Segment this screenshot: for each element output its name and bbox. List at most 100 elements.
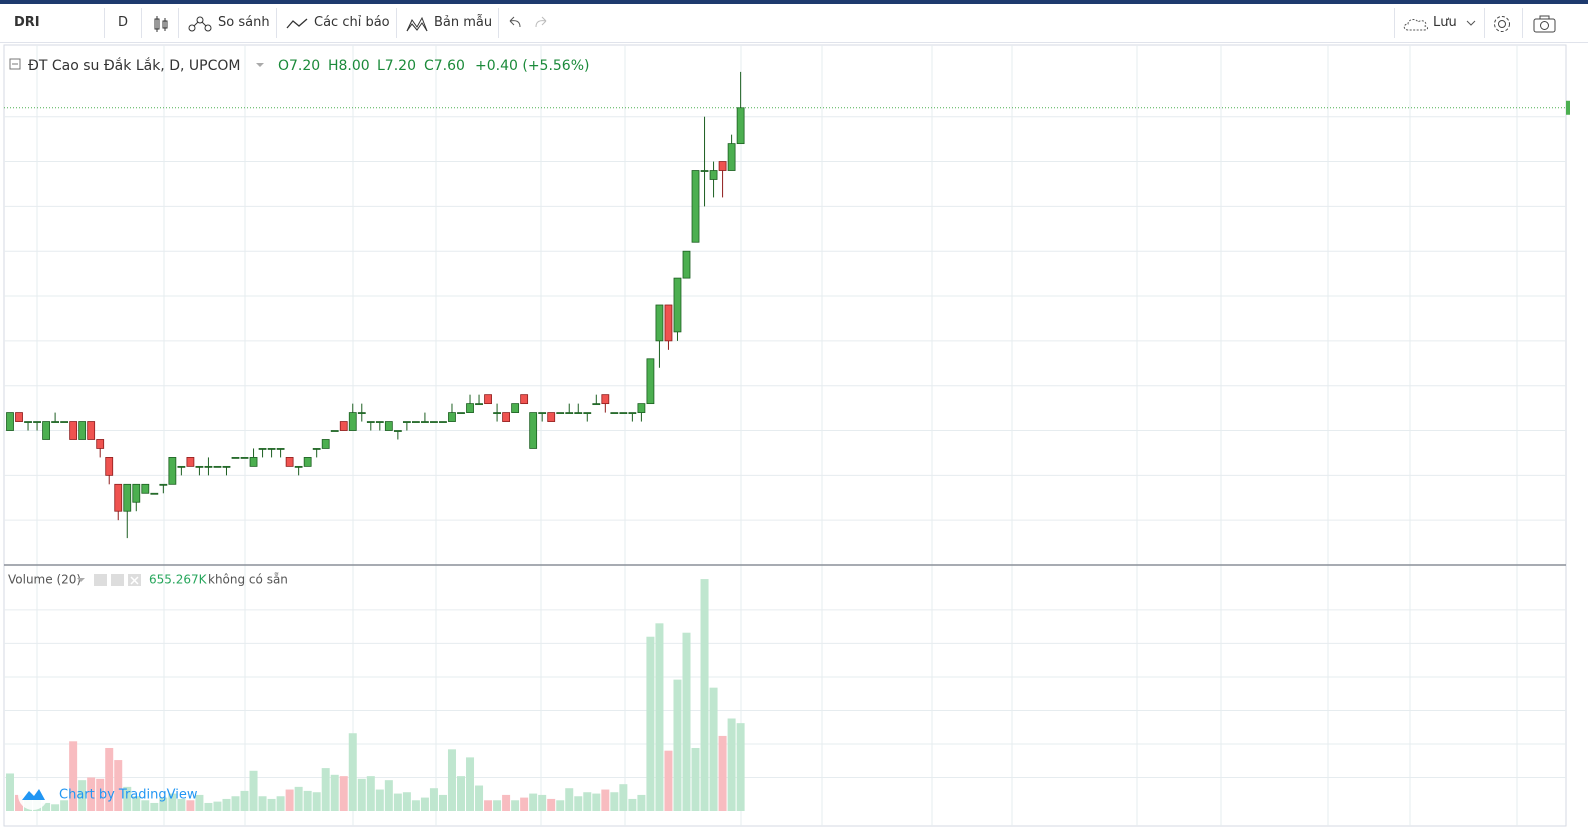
undo-redo[interactable] <box>508 16 550 30</box>
candle-body <box>673 277 682 333</box>
candle-body <box>105 457 114 476</box>
compare-button[interactable]: So sánh <box>218 15 270 30</box>
chart-style-button[interactable] <box>152 15 170 33</box>
volume-bar <box>6 773 14 811</box>
candle-body <box>132 483 141 503</box>
candle-body <box>646 358 655 405</box>
volume-bar <box>610 792 619 811</box>
save-button[interactable]: Lưu <box>1433 15 1457 30</box>
separator <box>178 8 179 38</box>
visibility-button[interactable] <box>94 574 107 586</box>
candle-body <box>565 412 574 414</box>
save-menu-arrow[interactable] <box>1466 19 1476 27</box>
volume-bar <box>366 776 375 811</box>
candle-body <box>357 412 366 414</box>
candle-body <box>547 412 556 422</box>
title-menu-arrow[interactable] <box>256 63 264 67</box>
volume-title: Volume (20) <box>8 573 81 587</box>
candle-body <box>529 412 538 449</box>
volume-bar <box>447 749 456 811</box>
candle-body <box>655 304 664 342</box>
volume-bar <box>664 750 673 811</box>
volume-bar <box>294 786 303 811</box>
volume-bar <box>132 796 141 811</box>
candle-body <box>709 170 718 180</box>
candle-body <box>276 448 285 450</box>
volume-bar <box>402 792 411 811</box>
tradingview-logo[interactable] <box>22 789 45 800</box>
candle-body <box>583 412 592 414</box>
volume-bar <box>411 800 420 811</box>
volume-bar <box>303 790 312 811</box>
volume-bar <box>565 788 574 811</box>
volume-bar <box>502 794 511 811</box>
volume-bar <box>493 800 502 811</box>
candle-body <box>87 421 96 440</box>
candle-body <box>69 421 78 440</box>
volume-bar <box>312 792 321 811</box>
candle-body <box>601 394 610 405</box>
candle-body <box>366 421 375 423</box>
candle-body <box>727 143 736 171</box>
candle-body <box>439 421 447 423</box>
volume-bar <box>375 789 384 811</box>
candle-body <box>42 421 50 440</box>
symbol-input[interactable]: DRI <box>14 15 40 30</box>
snapshot-button[interactable] <box>1533 15 1557 33</box>
volume-bar <box>15 794 24 811</box>
volume-bar <box>51 804 60 811</box>
volume-bar <box>457 776 465 811</box>
ohlc-open: O7.20 <box>278 58 320 74</box>
separator <box>1394 8 1395 38</box>
templates-button[interactable]: Bản mẫu <box>434 15 493 30</box>
candle-body <box>619 412 628 414</box>
volume-bar <box>592 793 601 811</box>
candle-body <box>141 483 150 494</box>
volume-bar <box>285 789 294 811</box>
volume-bar <box>547 798 556 811</box>
volume-bar <box>150 802 159 811</box>
volume-bar <box>123 786 132 811</box>
volume-bar <box>637 794 646 811</box>
watermark[interactable]: Chart by TradingView <box>59 788 198 803</box>
interval-button[interactable]: D <box>118 15 129 30</box>
candle-body <box>204 465 213 468</box>
candle-body <box>448 412 456 422</box>
separator <box>1484 8 1485 38</box>
volume-bar <box>384 780 393 811</box>
volume-menu-arrow[interactable] <box>77 578 85 582</box>
volume-bar <box>267 798 276 811</box>
candle-body <box>213 465 222 468</box>
ohlc-low: L7.20 <box>377 58 416 74</box>
candle-body <box>231 457 240 459</box>
volume-bar <box>682 632 691 811</box>
candle-body <box>285 457 294 467</box>
candle-body <box>312 448 321 450</box>
candle-body <box>610 412 619 414</box>
candle-body <box>267 448 276 450</box>
candle-body <box>321 439 330 449</box>
remove-icon <box>130 576 139 585</box>
settings-button[interactable] <box>111 574 124 586</box>
volume-bar <box>339 776 348 811</box>
candle-body <box>682 250 691 279</box>
collapse-button[interactable] <box>9 58 21 70</box>
candle-body <box>592 403 601 406</box>
volume-bar <box>42 802 51 811</box>
volume-bar <box>96 778 105 811</box>
volume-bar <box>357 778 366 811</box>
candle-body <box>574 412 583 414</box>
volume-bar <box>186 800 195 811</box>
ohlc-close: C7.60 <box>424 58 465 74</box>
settings-button[interactable] <box>1492 14 1512 34</box>
volume-bar <box>141 800 150 811</box>
volume-bar <box>393 793 402 811</box>
volume-bar <box>727 718 736 811</box>
candle-body <box>15 412 23 422</box>
indicators-icon <box>286 18 308 29</box>
candle-body <box>330 430 339 432</box>
indicators-button[interactable]: Các chỉ báo <box>314 15 390 30</box>
candle-body <box>430 421 438 423</box>
volume-bar <box>348 733 357 811</box>
candle-body <box>637 403 646 413</box>
